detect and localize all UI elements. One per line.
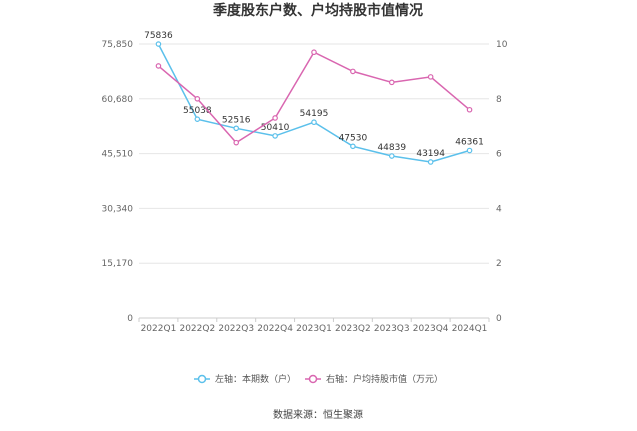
x-tick-label: 2023Q4: [413, 324, 449, 334]
grid: [139, 43, 489, 319]
data-point: [311, 119, 317, 126]
data-label: 54195: [300, 109, 329, 119]
data-point: [272, 115, 278, 121]
source-note: 数据来源：恒生聚源: [273, 408, 363, 421]
data-point: [194, 116, 201, 122]
data-label: 75836: [144, 31, 173, 41]
right-tick-label: 6: [496, 150, 502, 160]
x-tick-label: 2023Q2: [335, 324, 371, 334]
series-line: [157, 43, 470, 163]
legend[interactable]: 左轴：本期数（户） 右轴：户均持股市值（万元）: [194, 373, 443, 385]
left-tick-label: 30,340: [102, 204, 134, 214]
right-tick-label: 4: [496, 204, 502, 214]
data-point: [272, 133, 278, 139]
left-tick-label: 45,510: [102, 150, 134, 160]
data-point: [155, 41, 162, 47]
legend-item[interactable]: 左轴：本期数（户）: [194, 373, 296, 385]
data-point: [350, 143, 356, 150]
legend-item[interactable]: 右轴：户均持股市值（万元）: [305, 373, 443, 385]
x-tick-label: 2022Q1: [141, 324, 177, 334]
x-tick-label: 2022Q3: [218, 324, 254, 334]
data-point: [233, 139, 240, 146]
data-point: [466, 147, 473, 154]
x-axis: 2022Q1 2022Q2 2022Q3 2022Q4 2023Q1 2023Q2 2023…: [138, 318, 490, 334]
right-axis: 0 2 4 6 8 10: [496, 40, 508, 324]
series-line: [157, 51, 471, 144]
data-label: 44839: [377, 143, 406, 153]
data-point: [388, 153, 395, 159]
left-tick-label: 75,850: [102, 40, 134, 50]
right-tick-label: 10: [496, 40, 508, 50]
data-label: 52516: [222, 115, 251, 125]
data-label: 55038: [183, 106, 212, 116]
data-point: [350, 68, 356, 75]
legend-label: 左轴：本期数（户）: [215, 373, 296, 385]
legend-label: 右轴：户均持股市值（万元）: [326, 373, 443, 385]
x-tick-label: 2023Q1: [296, 324, 332, 334]
data-point: [233, 125, 240, 132]
data-label: 43194: [416, 149, 445, 159]
data-point: [427, 74, 434, 80]
right-tick-label: 2: [496, 259, 502, 269]
legend-marker-icon: [197, 374, 207, 384]
data-point: [427, 159, 434, 165]
left-tick-label: 15,170: [102, 259, 134, 269]
series-layer: 75836 55038 52516 50410 54195 47530 44839 43194…: [144, 31, 484, 165]
left-axis: 0 15,170 30,340 45,510 60,680 75,850: [102, 40, 134, 324]
left-tick-label: 0: [127, 314, 133, 324]
x-tick-label: 2024Q1: [452, 324, 488, 334]
data-point: [466, 106, 473, 113]
data-label: 47530: [339, 133, 368, 143]
data-label: 46361: [455, 138, 484, 148]
chart-title: 季度股东户数、户均持股市值情况: [212, 2, 423, 19]
legend-marker-icon: [308, 374, 318, 384]
x-tick-label: 2023Q3: [374, 324, 410, 334]
x-tick-label: 2022Q2: [179, 324, 215, 334]
right-tick-label: 0: [496, 314, 502, 324]
left-tick-label: 60,680: [102, 95, 134, 105]
data-point: [194, 96, 201, 102]
data-label: 50410: [261, 123, 290, 133]
right-tick-label: 8: [496, 95, 502, 105]
data-point: [155, 63, 162, 69]
x-tick-label: 2022Q4: [257, 324, 293, 334]
data-point: [311, 49, 317, 56]
data-point: [388, 79, 395, 86]
